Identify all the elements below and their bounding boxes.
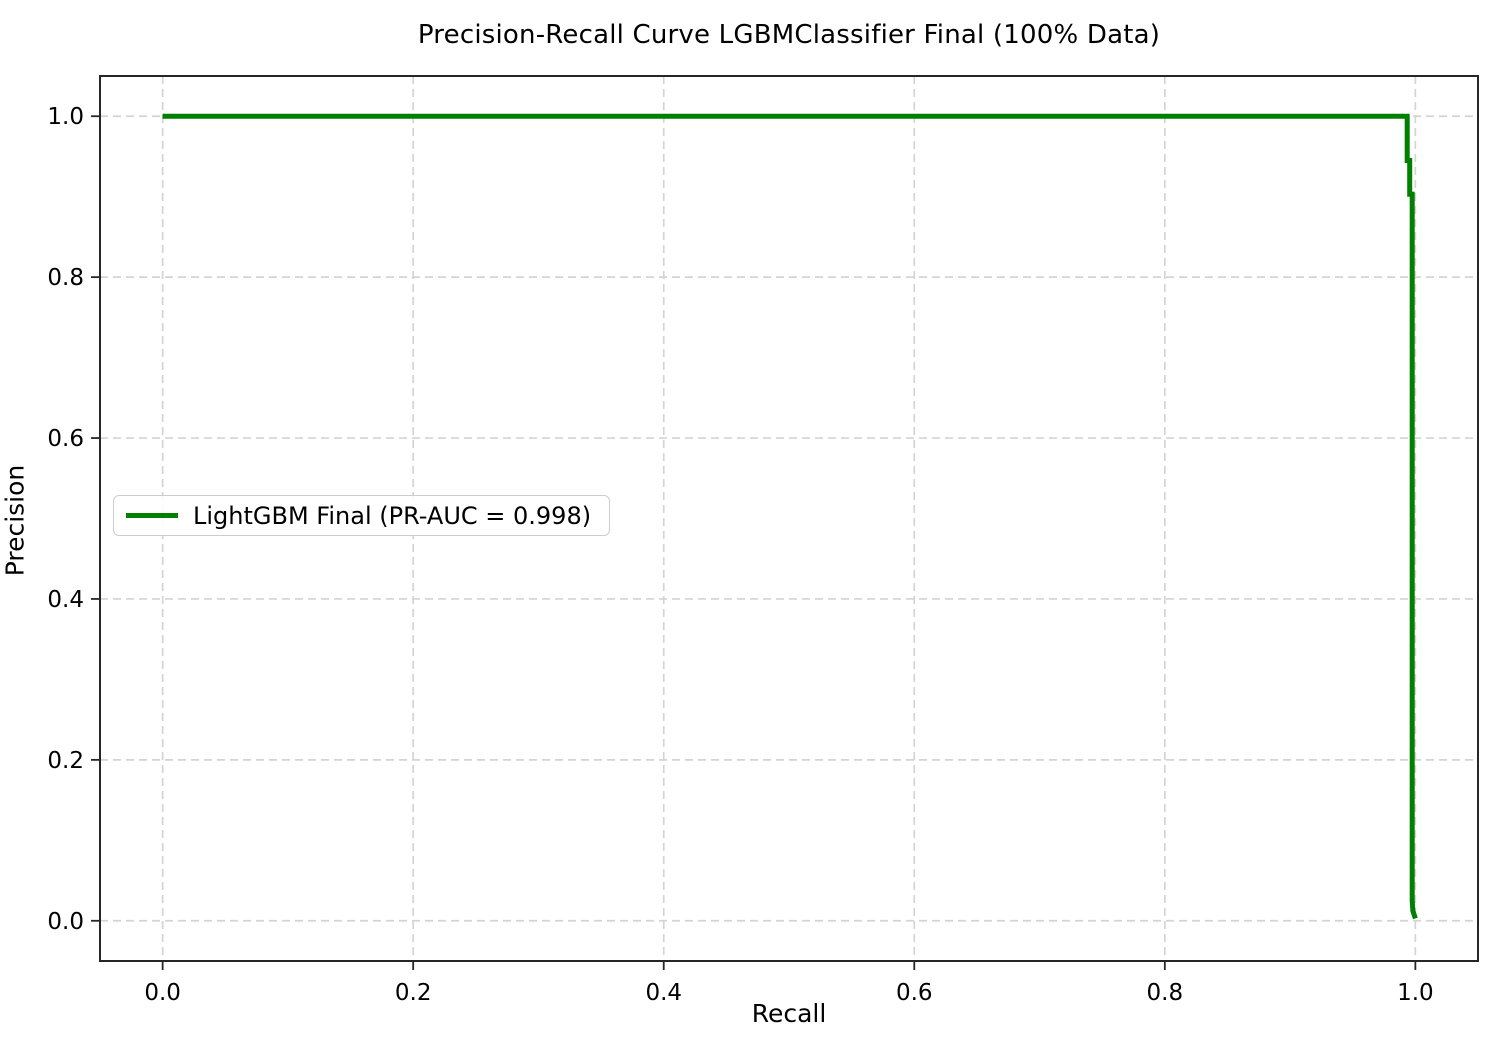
pr-curve-line xyxy=(162,113,1418,920)
axes-spines xyxy=(99,75,1479,962)
y-axis-label: Precision xyxy=(0,464,30,577)
x-tick-label: 0.4 xyxy=(645,980,682,1006)
x-tick-label: 0.8 xyxy=(1147,980,1184,1006)
x-tick-label: 0.0 xyxy=(144,980,181,1006)
x-tick-label: 0.2 xyxy=(395,980,432,1006)
y-tick-label: 0.0 xyxy=(47,909,84,935)
chart-title: Precision-Recall Curve LGBMClassifier Fi… xyxy=(417,20,1161,50)
y-tick-label: 1.0 xyxy=(47,104,84,130)
y-tick-label: 0.4 xyxy=(47,587,84,613)
x-tick-label: 0.6 xyxy=(896,980,933,1006)
legend-line-swatch xyxy=(126,513,178,518)
y-tick-label: 0.6 xyxy=(47,426,84,452)
y-tick-label: 0.2 xyxy=(47,748,84,774)
x-tick-label: 1.0 xyxy=(1397,980,1434,1006)
x-axis-label: Recall xyxy=(751,999,827,1028)
legend-label: LightGBM Final (PR-AUC = 0.998) xyxy=(193,501,592,530)
y-tick-label: 0.8 xyxy=(47,265,84,291)
legend: LightGBM Final (PR-AUC = 0.998) xyxy=(113,495,611,536)
